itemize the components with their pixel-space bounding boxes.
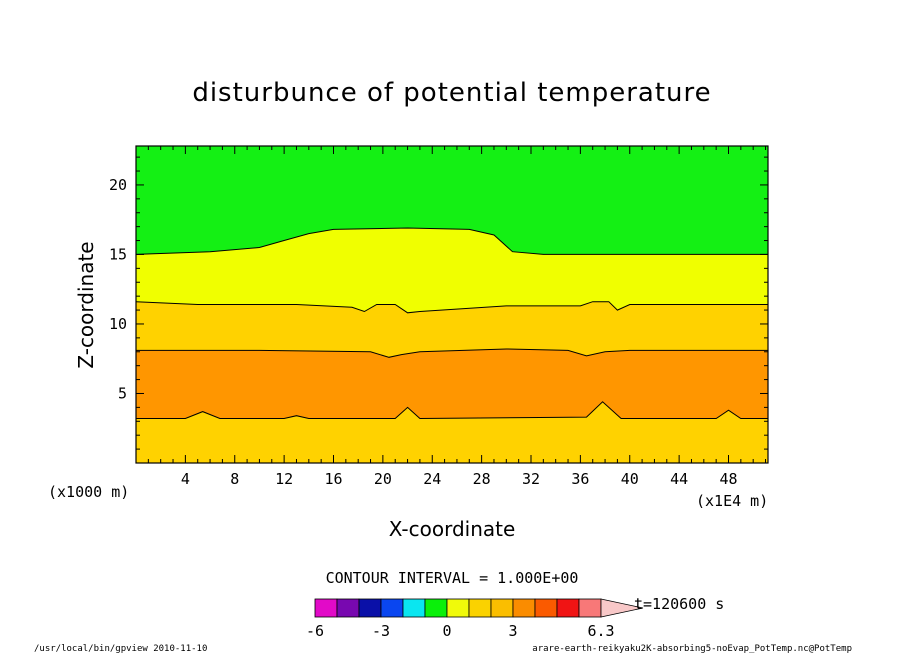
x-tick-label: 36: [571, 470, 589, 488]
contour-line-z8: [136, 348, 768, 358]
colorbar-box: [490, 598, 514, 618]
x-tick-label: 4: [181, 470, 190, 488]
x-tick-label: 28: [473, 470, 491, 488]
colorbar-box: [314, 598, 338, 618]
colorbar-tick-label: -6: [306, 622, 324, 640]
contour-line-z15: [135, 227, 768, 255]
colorbar-box: [468, 598, 492, 618]
x-tick-label: 32: [522, 470, 540, 488]
footer-left: /usr/local/bin/gpview 2010-11-10: [34, 644, 207, 654]
x-tick-label: 44: [670, 470, 688, 488]
x-unit-label: (x1E4 m): [696, 492, 768, 510]
colorbar-box: [512, 598, 536, 618]
colorbar-tick-label: 6.3: [587, 622, 614, 640]
x-tick-label: 16: [324, 470, 342, 488]
x-axis-label: X-coordinate: [389, 517, 516, 541]
y-tick-label: 20: [109, 176, 127, 194]
colorbar-box: [446, 598, 470, 618]
chart-title: disturbunce of potential temperature: [192, 78, 711, 108]
y-unit-label: (x1000 m): [48, 483, 129, 501]
footer-right: arare-earth-reikyaku2K-absorbing5-noEvap…: [532, 644, 852, 654]
colorbar-arrow: [600, 598, 644, 618]
colorbar-box: [358, 598, 382, 618]
colorbar: -6 -3 0 3 6.3: [306, 598, 644, 640]
x-tick-label: 24: [423, 470, 441, 488]
x-tick-label: 20: [374, 470, 392, 488]
y-tick-label: 10: [109, 315, 127, 333]
colorbar-tick-label: 0: [442, 622, 451, 640]
contour-line-z3: [136, 401, 768, 420]
colorbar-box: [402, 598, 426, 618]
x-tick-label: 40: [621, 470, 639, 488]
plot-frame: [135, 145, 769, 464]
y-tick-label: 15: [109, 245, 127, 263]
x-tick-label: 12: [275, 470, 293, 488]
colorbar-tick-label: 3: [508, 622, 517, 640]
colorbar-box: [380, 598, 404, 618]
x-tick-label: 48: [719, 470, 737, 488]
colorbar-box: [424, 598, 448, 618]
y-axis-label: Z-coordinate: [74, 241, 98, 368]
colorbar-box: [336, 598, 360, 618]
contour-interval-text: CONTOUR INTERVAL = 1.000E+00: [326, 569, 579, 587]
time-label: t=120600 s: [634, 595, 724, 613]
colorbar-box: [556, 598, 580, 618]
colorbar-tick-label: -3: [372, 622, 390, 640]
x-tick-label: 8: [230, 470, 239, 488]
colorbar-box: [534, 598, 558, 618]
plot-area: [135, 145, 769, 464]
contour-line-z11: [135, 301, 768, 314]
contour-band-4: [136, 146, 768, 255]
colorbar-box: [578, 598, 602, 618]
y-tick-label: 5: [118, 384, 127, 402]
